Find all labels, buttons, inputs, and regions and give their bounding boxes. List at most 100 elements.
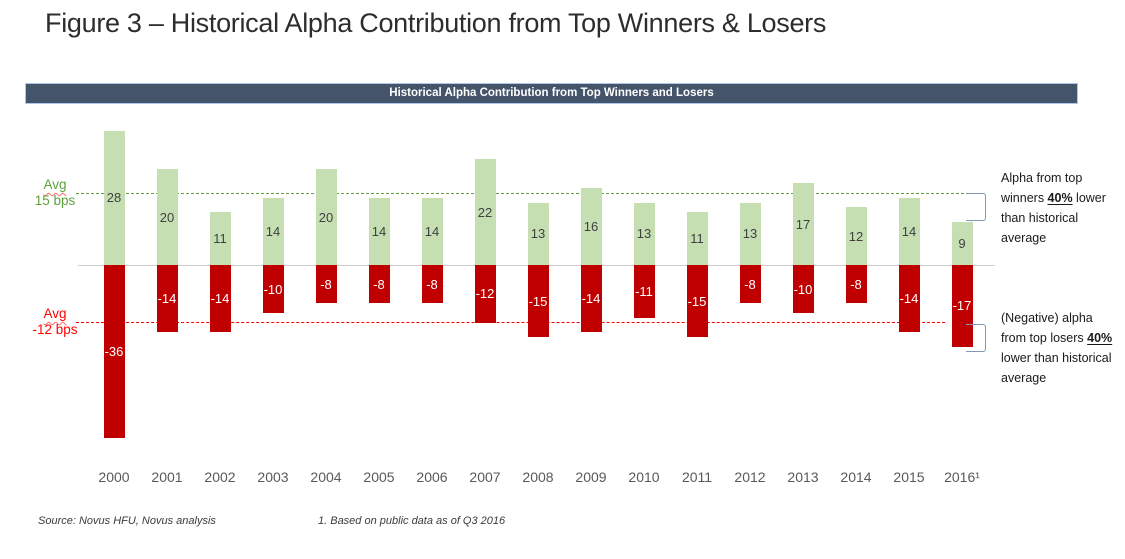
losers-average-label: Avg -12 bps xyxy=(26,306,84,338)
x-axis-label-2007: 2007 xyxy=(469,469,501,485)
figure-title: Figure 3 – Historical Alpha Contribution… xyxy=(45,8,827,38)
bar-value-label: -15 xyxy=(687,293,707,309)
bar-value-label: -8 xyxy=(320,276,332,292)
bar-winner-2006 xyxy=(421,197,443,265)
bar-winner-2012 xyxy=(739,202,761,265)
bar-winner-2003 xyxy=(262,197,284,265)
bar-value-label: 14 xyxy=(901,223,917,239)
bar-winner-2011 xyxy=(686,212,708,265)
bar-loser-2011 xyxy=(686,265,708,337)
losers-average-value: -12 bps xyxy=(32,322,78,337)
bar-loser-2004 xyxy=(315,265,337,304)
bar-winner-2000 xyxy=(103,130,125,265)
x-axis-label-2015: 2015 xyxy=(893,469,925,485)
bar-value-label: -14 xyxy=(581,291,601,307)
winners-average-label-word: Avg xyxy=(43,177,67,192)
x-axis-label-2010: 2010 xyxy=(628,469,660,485)
bar-loser-2006 xyxy=(421,265,443,304)
bar-value-label: 20 xyxy=(318,209,334,225)
footnote-text: 1. Based on public data as of Q3 2016 xyxy=(318,515,506,527)
losers-annotation: (Negative) alpha from top losers 40% low… xyxy=(1001,311,1113,385)
bar-value-label: -14 xyxy=(157,291,177,307)
bar-value-label: 9 xyxy=(958,235,966,251)
bar-loser-2014 xyxy=(845,265,867,304)
losers-average-line xyxy=(76,322,945,323)
bar-value-label: 11 xyxy=(690,231,704,247)
bar-value-label: -8 xyxy=(373,276,385,292)
bar-value-label: -8 xyxy=(850,276,862,292)
bar-winner-2010 xyxy=(633,202,655,265)
bar-value-label: -15 xyxy=(528,293,548,309)
bar-value-label: -17 xyxy=(952,298,972,314)
bar-winner-2008 xyxy=(527,202,549,265)
source-text: Source: Novus HFU, Novus analysis xyxy=(38,515,216,527)
bar-loser-2015 xyxy=(898,265,920,333)
bar-value-label: 28 xyxy=(106,190,122,206)
bar-value-label: -11 xyxy=(635,283,653,299)
x-axis-label-2004: 2004 xyxy=(310,469,342,485)
bar-loser-2013 xyxy=(792,265,814,313)
x-axis-label-2012: 2012 xyxy=(734,469,766,485)
winners-gap-bracket xyxy=(966,193,986,221)
winners-average-value: 15 bps xyxy=(34,193,76,208)
bar-loser-2000 xyxy=(103,265,125,438)
bar-winner-2005 xyxy=(368,197,390,265)
bar-value-label: -8 xyxy=(744,276,756,292)
bar-value-label: 11 xyxy=(213,231,227,247)
bar-winner-2013 xyxy=(792,183,814,265)
bar-value-label: 12 xyxy=(848,228,864,244)
bar-value-label: 14 xyxy=(424,223,440,239)
bar-loser-2008 xyxy=(527,265,549,337)
bar-winner-2002 xyxy=(209,212,231,265)
bar-loser-2009 xyxy=(580,265,602,333)
x-axis-label-2006: 2006 xyxy=(416,469,448,485)
x-axis-label-2013: 2013 xyxy=(787,469,819,485)
bar-value-label: -36 xyxy=(104,343,124,359)
bar-value-label: 16 xyxy=(583,219,599,235)
winners-average-label: Avg 15 bps xyxy=(26,177,84,209)
x-axis-label-2008: 2008 xyxy=(522,469,554,485)
bar-loser-2010 xyxy=(633,265,655,318)
bar-value-label: -10 xyxy=(793,281,813,297)
bar-winner-2015 xyxy=(898,197,920,265)
bar-value-label: 14 xyxy=(265,223,281,239)
x-axis-label-2014: 2014 xyxy=(840,469,872,485)
bar-value-label: 17 xyxy=(795,216,811,232)
bar-value-label: 22 xyxy=(477,204,493,220)
bar-loser-2001 xyxy=(156,265,178,333)
x-axis-label-2003: 2003 xyxy=(257,469,289,485)
winners-average-line xyxy=(76,193,964,194)
bar-winner-2016 xyxy=(951,221,973,265)
bar-value-label: 14 xyxy=(371,223,387,239)
bar-value-label: 20 xyxy=(159,209,175,225)
x-axis-label-2005: 2005 xyxy=(363,469,395,485)
bar-winner-2004 xyxy=(315,169,337,265)
bar-loser-2007 xyxy=(474,265,496,323)
bar-value-label: -10 xyxy=(263,281,283,297)
bar-value-label: 13 xyxy=(530,226,546,242)
bar-value-label: -12 xyxy=(475,286,495,302)
bar-value-label: 13 xyxy=(742,226,758,242)
bar-value-label: -8 xyxy=(426,276,438,292)
bar-winner-2014 xyxy=(845,207,867,265)
bar-loser-2003 xyxy=(262,265,284,313)
losers-gap-bracket xyxy=(966,324,986,352)
bar-winner-2001 xyxy=(156,169,178,265)
bar-loser-2012 xyxy=(739,265,761,304)
bar-winner-2009 xyxy=(580,188,602,265)
bar-value-label: -14 xyxy=(899,291,919,307)
x-axis-label-2002: 2002 xyxy=(204,469,236,485)
x-axis-label-2016: 2016¹ xyxy=(944,469,980,485)
x-axis-label-2000: 2000 xyxy=(98,469,130,485)
bar-loser-2002 xyxy=(209,265,231,333)
bar-value-label: -14 xyxy=(210,291,230,307)
bar-winner-2007 xyxy=(474,159,496,265)
bar-loser-2005 xyxy=(368,265,390,304)
bar-value-label: 13 xyxy=(636,226,652,242)
losers-average-label-word: Avg xyxy=(43,306,67,321)
x-axis-label-2011: 2011 xyxy=(681,469,713,485)
x-axis-label-2009: 2009 xyxy=(575,469,607,485)
chart-title-bar: Historical Alpha Contribution from Top W… xyxy=(25,83,1078,104)
winners-annotation: Alpha from top winners 40% lower than hi… xyxy=(1001,171,1106,245)
